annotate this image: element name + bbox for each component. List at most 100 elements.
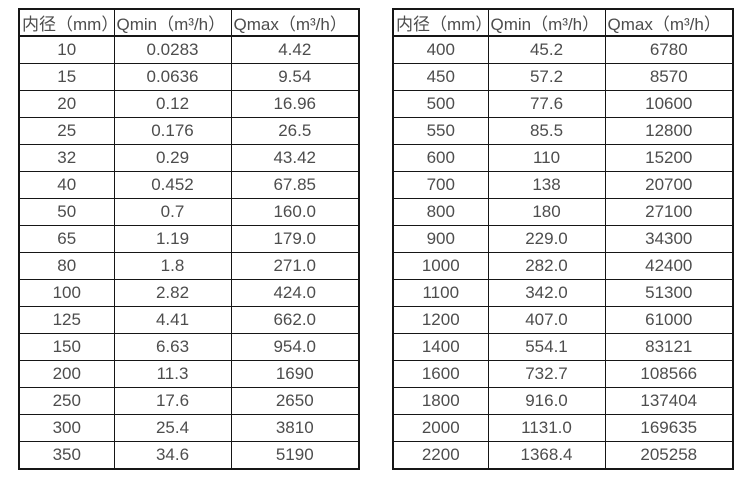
table-cell: 600 xyxy=(392,144,489,172)
table-cell: 0.176 xyxy=(113,117,232,145)
table-cell: 1690 xyxy=(230,360,360,388)
table-cell: 34300 xyxy=(604,225,734,253)
header-qmin: Qmin（m³/h） xyxy=(487,8,606,37)
header-inner-diameter: 内径（mm） xyxy=(18,8,115,37)
table-cell: 108566 xyxy=(604,360,734,388)
table-cell: 2650 xyxy=(230,387,360,415)
table-cell: 1000 xyxy=(392,252,489,280)
table-row: 100 2.82 424.0 xyxy=(18,279,360,307)
table-row: 600 110 15200 xyxy=(392,144,734,172)
table-cell: 2000 xyxy=(392,414,489,442)
table-cell: 85.5 xyxy=(487,117,606,145)
table-row: 80 1.8 271.0 xyxy=(18,252,360,280)
table-cell: 138 xyxy=(487,171,606,199)
table-row: 300 25.4 3810 xyxy=(18,414,360,442)
table-cell: 2200 xyxy=(392,441,489,470)
table-cell: 4.41 xyxy=(113,306,232,334)
table-cell: 100 xyxy=(18,279,115,307)
table-cell: 800 xyxy=(392,198,489,226)
table-cell: 1600 xyxy=(392,360,489,388)
header-qmax: Qmax（m³/h） xyxy=(230,8,360,37)
table-cell: 350 xyxy=(18,441,115,470)
table-row: 25 0.176 26.5 xyxy=(18,117,360,145)
table-cell: 160.0 xyxy=(230,198,360,226)
table-cell: 1800 xyxy=(392,387,489,415)
flow-table-small-diameters: 内径（mm） Qmin（m³/h） Qmax（m³/h） 10 0.0283 4.4… xyxy=(18,8,360,470)
table-cell: 6780 xyxy=(604,35,734,64)
table-cell: 50 xyxy=(18,198,115,226)
table-cell: 10600 xyxy=(604,90,734,118)
table-cell: 0.29 xyxy=(113,144,232,172)
table-row: 40 0.452 67.85 xyxy=(18,171,360,199)
table-cell: 0.0636 xyxy=(113,63,232,91)
table-cell: 20 xyxy=(18,90,115,118)
flow-rate-spec-page: 内径（mm） Qmin（m³/h） Qmax（m³/h） 10 0.0283 4.4… xyxy=(18,8,734,470)
table-cell: 500 xyxy=(392,90,489,118)
table-row: 400 45.2 6780 xyxy=(392,35,734,64)
table-cell: 32 xyxy=(18,144,115,172)
table-cell: 1.19 xyxy=(113,225,232,253)
table-cell: 2.82 xyxy=(113,279,232,307)
table-cell: 4.42 xyxy=(230,35,360,64)
table-cell: 0.0283 xyxy=(113,35,232,64)
table-cell: 42400 xyxy=(604,252,734,280)
table-cell: 57.2 xyxy=(487,63,606,91)
table-cell: 67.85 xyxy=(230,171,360,199)
table-cell: 43.42 xyxy=(230,144,360,172)
table-row: 550 85.5 12800 xyxy=(392,117,734,145)
table-row: 1800 916.0 137404 xyxy=(392,387,734,415)
table-cell: 179.0 xyxy=(230,225,360,253)
table-row: 1400 554.1 83121 xyxy=(392,333,734,361)
table-cell: 0.7 xyxy=(113,198,232,226)
table-cell: 282.0 xyxy=(487,252,606,280)
table-cell: 16.96 xyxy=(230,90,360,118)
table-cell: 77.6 xyxy=(487,90,606,118)
table-cell: 15 xyxy=(18,63,115,91)
table-cell: 250 xyxy=(18,387,115,415)
table-cell: 169635 xyxy=(604,414,734,442)
table-row: 2200 1368.4 205258 xyxy=(392,441,734,470)
table-row: 1200 407.0 61000 xyxy=(392,306,734,334)
table-row: 700 138 20700 xyxy=(392,171,734,199)
table-cell: 271.0 xyxy=(230,252,360,280)
table-cell: 150 xyxy=(18,333,115,361)
table-cell: 407.0 xyxy=(487,306,606,334)
table-cell: 80 xyxy=(18,252,115,280)
table-cell: 1100 xyxy=(392,279,489,307)
table-row: 10 0.0283 4.42 xyxy=(18,35,360,64)
table-cell: 732.7 xyxy=(487,360,606,388)
table-row: 65 1.19 179.0 xyxy=(18,225,360,253)
table-cell: 45.2 xyxy=(487,35,606,64)
table-row: 800 180 27100 xyxy=(392,198,734,226)
table-cell: 205258 xyxy=(604,441,734,470)
table-cell: 1131.0 xyxy=(487,414,606,442)
table-cell: 51300 xyxy=(604,279,734,307)
table-cell: 125 xyxy=(18,306,115,334)
table-row: 2000 1131.0 169635 xyxy=(392,414,734,442)
table-cell: 6.63 xyxy=(113,333,232,361)
table-cell: 110 xyxy=(487,144,606,172)
table-cell: 229.0 xyxy=(487,225,606,253)
table-row: 20 0.12 16.96 xyxy=(18,90,360,118)
table-cell: 34.6 xyxy=(113,441,232,470)
header-qmax: Qmax（m³/h） xyxy=(604,8,734,37)
table-cell: 9.54 xyxy=(230,63,360,91)
table-cell: 3810 xyxy=(230,414,360,442)
table-cell: 424.0 xyxy=(230,279,360,307)
table-cell: 180 xyxy=(487,198,606,226)
table-row: 32 0.29 43.42 xyxy=(18,144,360,172)
table-cell: 1368.4 xyxy=(487,441,606,470)
table-row: 450 57.2 8570 xyxy=(392,63,734,91)
table-row: 1000 282.0 42400 xyxy=(392,252,734,280)
table-row: 15 0.0636 9.54 xyxy=(18,63,360,91)
table-cell: 400 xyxy=(392,35,489,64)
table-cell: 1400 xyxy=(392,333,489,361)
header-qmin: Qmin（m³/h） xyxy=(113,8,232,37)
table-row: 500 77.6 10600 xyxy=(392,90,734,118)
table-cell: 10 xyxy=(18,35,115,64)
table-cell: 0.12 xyxy=(113,90,232,118)
table-cell: 662.0 xyxy=(230,306,360,334)
table-cell: 342.0 xyxy=(487,279,606,307)
table-cell: 137404 xyxy=(604,387,734,415)
table-cell: 300 xyxy=(18,414,115,442)
